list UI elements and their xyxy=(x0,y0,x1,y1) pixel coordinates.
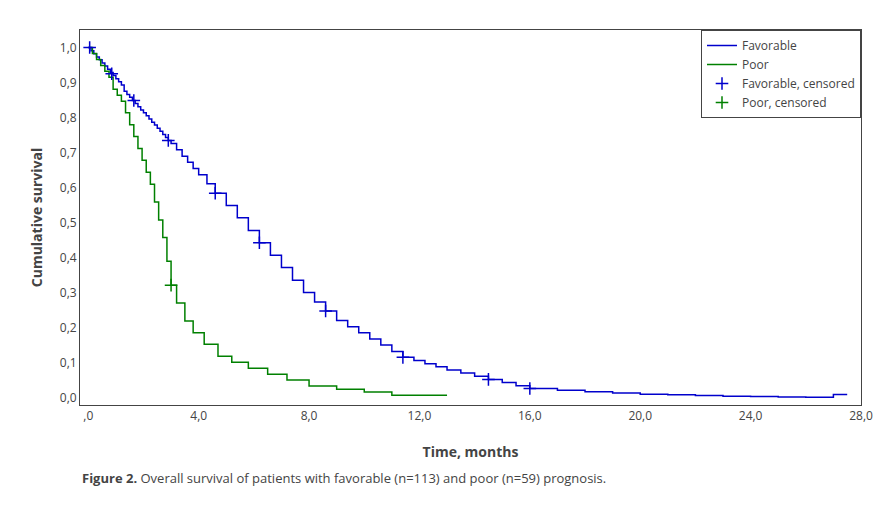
svg-text:Favorable: Favorable xyxy=(742,37,797,54)
svg-text:0,8: 0,8 xyxy=(60,109,77,126)
svg-text:4,0: 4,0 xyxy=(190,407,207,424)
svg-text:8,0: 8,0 xyxy=(301,407,318,424)
svg-text:Favorable, censored: Favorable, censored xyxy=(742,75,855,92)
svg-text:Time, months: Time, months xyxy=(423,442,519,461)
svg-text:24,0: 24,0 xyxy=(739,407,763,424)
svg-text:0,6: 0,6 xyxy=(60,179,77,196)
svg-text:Cumulative survival: Cumulative survival xyxy=(27,148,46,287)
svg-text:28,0: 28,0 xyxy=(849,407,873,424)
svg-text:0,0: 0,0 xyxy=(60,389,77,406)
svg-text:1,0: 1,0 xyxy=(60,39,77,56)
svg-text:0,2: 0,2 xyxy=(60,319,77,336)
svg-text:0,1: 0,1 xyxy=(60,354,77,371)
svg-text:16,0: 16,0 xyxy=(518,407,542,424)
svg-text:Figure 2. Overall survival of: Figure 2. Overall survival of patients w… xyxy=(82,469,606,487)
svg-text:Poor, censored: Poor, censored xyxy=(742,94,827,111)
svg-text:0,9: 0,9 xyxy=(60,74,77,91)
svg-text:20,0: 20,0 xyxy=(628,407,652,424)
svg-text:12,0: 12,0 xyxy=(408,407,432,424)
svg-text:Poor: Poor xyxy=(742,56,769,73)
svg-text:,0: ,0 xyxy=(83,407,93,424)
svg-text:0,5: 0,5 xyxy=(60,214,77,231)
svg-text:0,7: 0,7 xyxy=(60,144,77,161)
svg-text:0,4: 0,4 xyxy=(60,249,77,266)
svg-text:0,3: 0,3 xyxy=(60,284,77,301)
